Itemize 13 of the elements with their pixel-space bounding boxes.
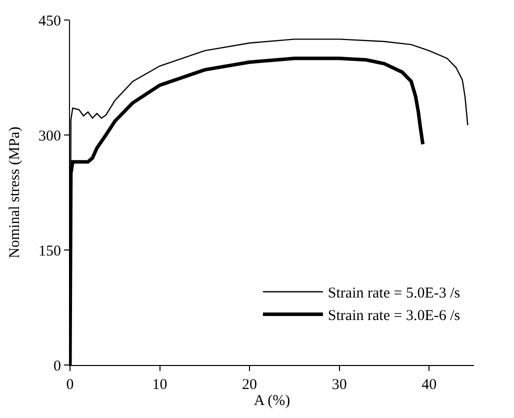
legend-label: Strain rate = 5.0E-3 /s: [328, 286, 460, 302]
x-tick-label: 30: [332, 377, 347, 393]
x-tick-label: 20: [242, 377, 258, 393]
legend-label: Strain rate = 3.0E-6 /s: [328, 308, 460, 324]
y-tick-label: 0: [54, 358, 61, 374]
x-tick-label: 10: [152, 377, 168, 393]
x-tick-label: 40: [422, 377, 437, 393]
y-tick-label: 300: [38, 128, 61, 144]
y-axis-title: Nominal stress (MPa): [6, 126, 23, 258]
x-tick-label: 0: [66, 377, 74, 393]
x-axis-title: A (%): [254, 393, 290, 409]
y-tick-label: 450: [38, 13, 61, 30]
y-tick-label: 150: [38, 243, 61, 260]
